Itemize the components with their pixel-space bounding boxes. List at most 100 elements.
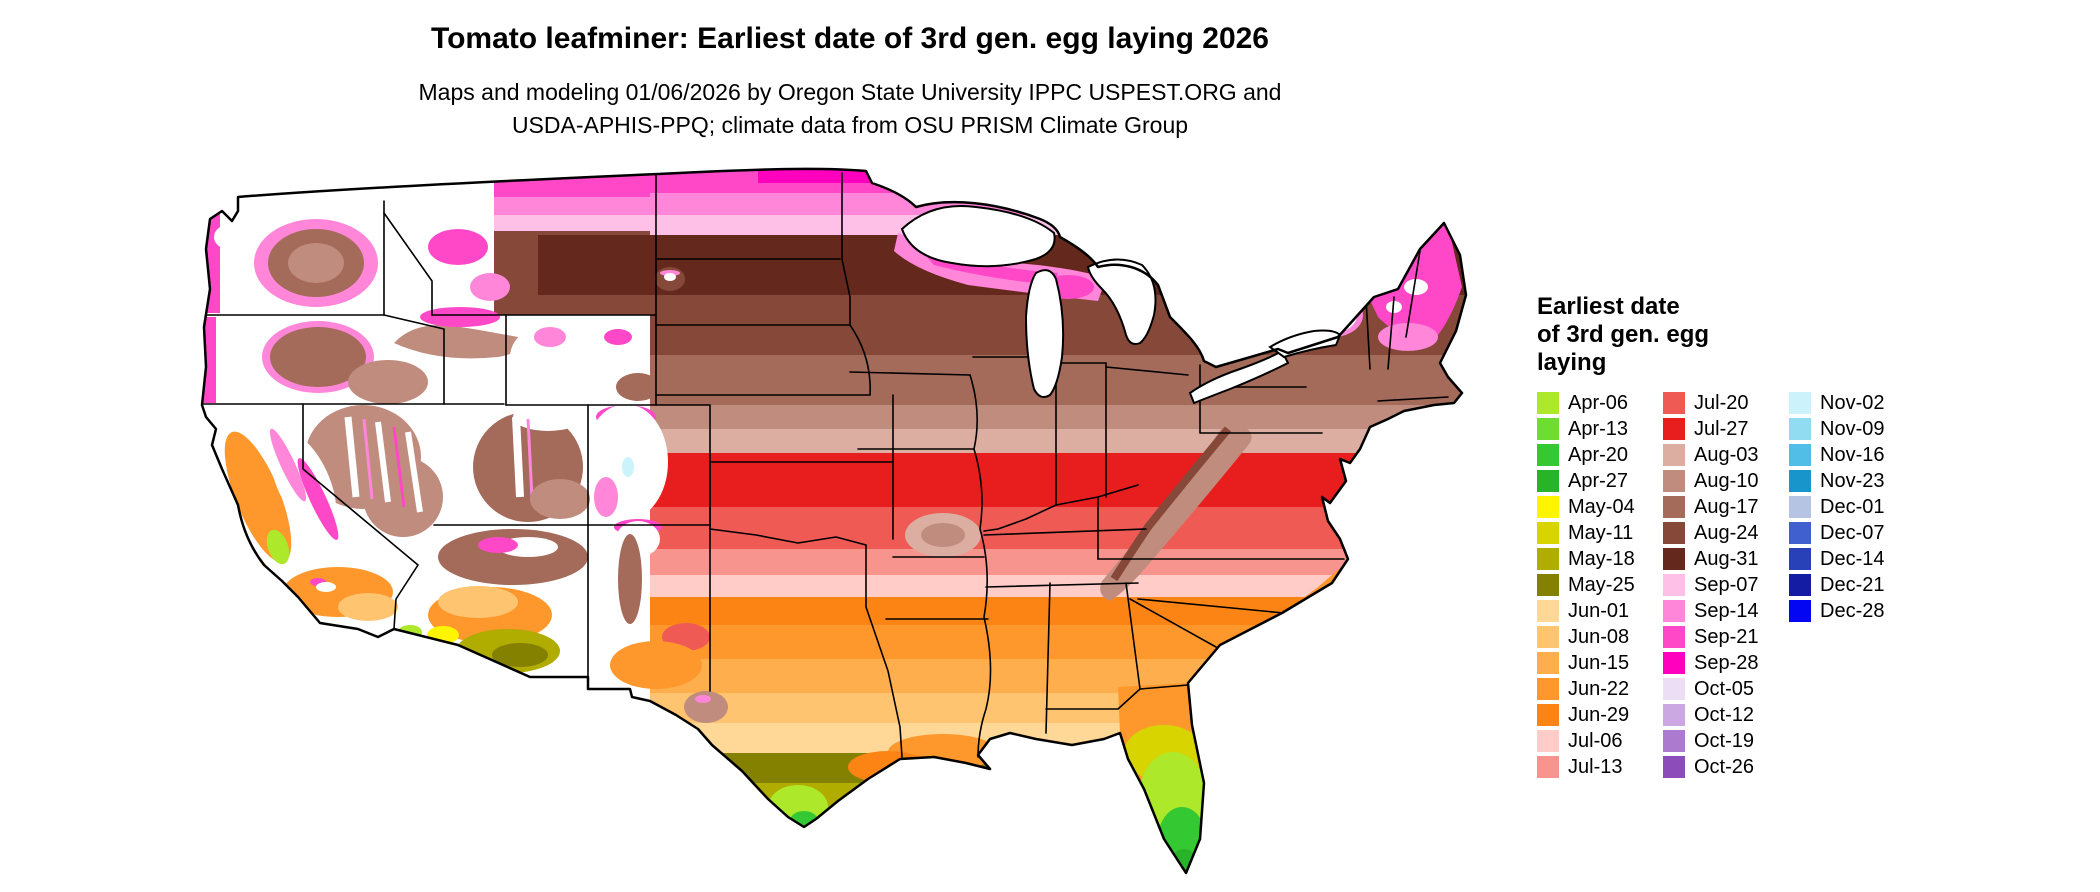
legend-date-label: Jul-13 <box>1568 755 1623 778</box>
legend-item: Jun-01 <box>1537 598 1663 624</box>
legend-color-swatch <box>1789 470 1811 492</box>
legend-date-label: Nov-16 <box>1820 443 1885 466</box>
legend-title-line-1: Earliest date <box>1537 293 1680 320</box>
legend-color-swatch <box>1537 730 1559 752</box>
legend-color-swatch <box>1663 756 1685 778</box>
legend-date-label: May-04 <box>1568 495 1635 518</box>
legend-color-swatch <box>1789 600 1811 622</box>
us-outline <box>200 167 1468 875</box>
legend-item: Sep-07 <box>1663 572 1789 598</box>
legend-item: Nov-09 <box>1789 416 1915 442</box>
legend-item: May-04 <box>1537 494 1663 520</box>
legend-date-label: Sep-21 <box>1694 625 1759 648</box>
legend-date-label: Aug-24 <box>1694 521 1759 544</box>
legend-item: May-11 <box>1537 520 1663 546</box>
legend-item: Oct-12 <box>1663 702 1789 728</box>
legend-date-label: Jun-22 <box>1568 677 1630 700</box>
lake-huron <box>1086 258 1157 345</box>
legend-item: Aug-31 <box>1663 546 1789 572</box>
lake-erie <box>1188 349 1290 405</box>
legend-color-swatch <box>1537 704 1559 726</box>
page-subtitle: Maps and modeling 01/06/2026 by Oregon S… <box>0 76 1700 142</box>
legend-item: Apr-06 <box>1537 390 1663 416</box>
legend-date-label: Oct-12 <box>1694 703 1755 726</box>
legend-date-label: Nov-02 <box>1820 391 1885 414</box>
legend-color-swatch <box>1537 548 1559 570</box>
legend-date-label: Sep-07 <box>1694 573 1759 596</box>
legend-color-swatch <box>1663 652 1685 674</box>
legend-color-swatch <box>1663 418 1685 440</box>
legend-item: Jul-20 <box>1663 390 1789 416</box>
legend-item: Nov-16 <box>1789 442 1915 468</box>
legend-date-label: Aug-17 <box>1694 495 1759 518</box>
legend-color-swatch <box>1663 470 1685 492</box>
map-raster <box>202 168 1466 873</box>
subtitle-line-2: USDA-APHIS-PPQ; climate data from OSU PR… <box>511 112 1189 138</box>
legend-color-swatch <box>1537 470 1559 492</box>
legend-item: Aug-10 <box>1663 468 1789 494</box>
legend-item: Oct-19 <box>1663 728 1789 754</box>
legend-color-swatch <box>1663 678 1685 700</box>
legend-item: May-25 <box>1537 572 1663 598</box>
legend-color-swatch <box>1663 548 1685 570</box>
legend-color-swatch <box>1537 496 1559 518</box>
legend-date-label: Sep-14 <box>1694 599 1759 622</box>
legend-date-label: May-18 <box>1568 547 1635 570</box>
legend-title-line-2: of 3rd gen. egg <box>1537 321 1710 348</box>
legend-date-label: Jul-20 <box>1694 391 1749 414</box>
legend-color-swatch <box>1663 522 1685 544</box>
legend-date-label: May-25 <box>1568 573 1635 596</box>
legend-color-swatch <box>1663 496 1685 518</box>
legend-title-line-3: laying <box>1537 349 1607 376</box>
legend-item: Jun-08 <box>1537 624 1663 650</box>
legend-date-label: Aug-03 <box>1694 443 1759 466</box>
legend-date-label: Apr-06 <box>1568 391 1629 414</box>
legend-date-label: Dec-01 <box>1820 495 1885 518</box>
legend-date-label: Nov-23 <box>1820 469 1885 492</box>
legend-color-swatch <box>1789 548 1811 570</box>
legend-item: Dec-28 <box>1789 598 1915 624</box>
legend-color-swatch <box>1663 574 1685 596</box>
legend-item: Apr-20 <box>1537 442 1663 468</box>
legend-item: Jul-27 <box>1663 416 1789 442</box>
legend-date-label: Dec-07 <box>1820 521 1885 544</box>
legend-column: Jul-20 Jul-27 Aug-03 Aug-10 Aug-17 Aug-24 Aug-… <box>1663 390 1789 780</box>
legend-date-label: Jun-08 <box>1568 625 1630 648</box>
legend-item: Apr-27 <box>1537 468 1663 494</box>
legend-color-swatch <box>1537 626 1559 648</box>
legend-date-label: Jun-15 <box>1568 651 1630 674</box>
legend-color-swatch <box>1663 730 1685 752</box>
state-borders <box>202 170 1449 758</box>
legend-item: Sep-28 <box>1663 650 1789 676</box>
legend-color-swatch <box>1537 756 1559 778</box>
legend-color-swatch <box>1537 392 1559 414</box>
legend-date-label: Oct-19 <box>1694 729 1755 752</box>
legend-color-swatch <box>1537 444 1559 466</box>
legend-item: Jul-06 <box>1537 728 1663 754</box>
legend-title: Earliest date of 3rd gen. egg laying <box>1537 293 1915 377</box>
legend-item: Jul-13 <box>1537 754 1663 780</box>
legend-color-swatch <box>1789 418 1811 440</box>
legend-columns: Apr-06 Apr-13 Apr-20 Apr-27 May-04 May-11 May-… <box>1537 390 1915 780</box>
legend-date-label: Aug-10 <box>1694 469 1759 492</box>
legend-color-swatch <box>1789 496 1811 518</box>
legend-item: Dec-14 <box>1789 546 1915 572</box>
legend-color-swatch <box>1663 626 1685 648</box>
legend-item: Oct-05 <box>1663 676 1789 702</box>
legend-item: Jun-22 <box>1537 676 1663 702</box>
legend-date-label: Apr-13 <box>1568 417 1629 440</box>
lake-ontario <box>1268 329 1342 359</box>
legend-date-label: Jul-27 <box>1694 417 1749 440</box>
lake-superior <box>900 204 1056 268</box>
legend-date-label: Apr-20 <box>1568 443 1629 466</box>
legend-date-label: Dec-28 <box>1820 599 1885 622</box>
legend-color-swatch <box>1663 704 1685 726</box>
legend-date-label: Dec-21 <box>1820 573 1885 596</box>
legend-item: Oct-26 <box>1663 754 1789 780</box>
legend-item: Sep-21 <box>1663 624 1789 650</box>
legend-item: Dec-01 <box>1789 494 1915 520</box>
great-lakes <box>900 204 1342 405</box>
legend-item: Aug-24 <box>1663 520 1789 546</box>
legend-item: May-18 <box>1537 546 1663 572</box>
legend-color-swatch <box>1789 444 1811 466</box>
